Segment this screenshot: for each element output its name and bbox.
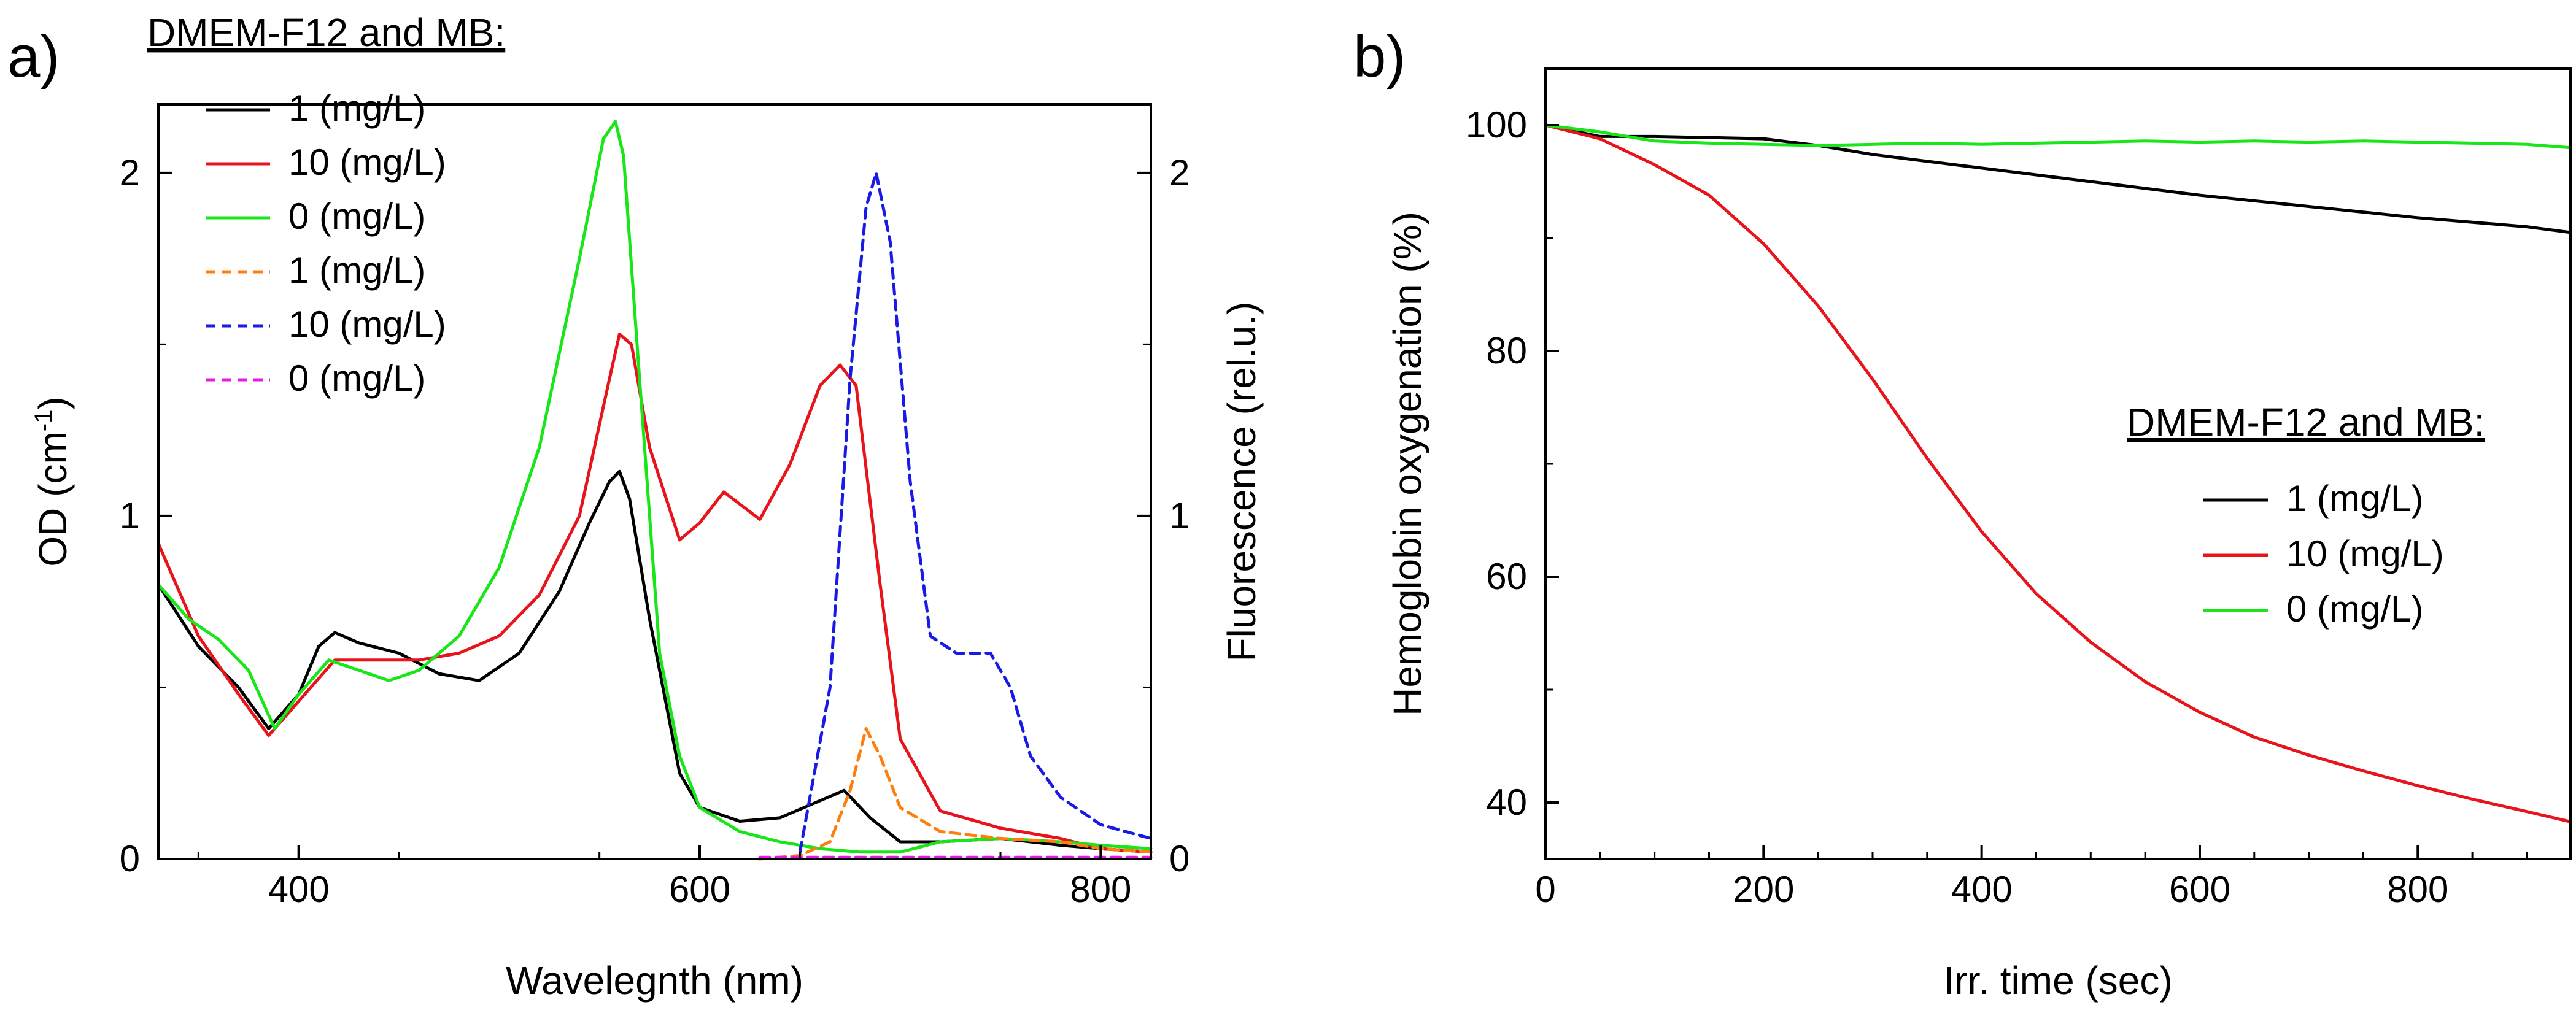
chart-a-x-tick-label: 800 bbox=[1070, 869, 1131, 910]
chart-a-x-axis-title: Wavelegnth (nm) bbox=[506, 958, 803, 1003]
chart-a-series-line-4 bbox=[798, 171, 1153, 854]
chart-a-y-title-superscript: -1 bbox=[30, 410, 57, 432]
chart-b-y-axis-title: Hemoglobin oxygenation (%) bbox=[1385, 212, 1429, 716]
chart-a-y-axis-title-right: Fluorescence (rel.u.) bbox=[1220, 302, 1264, 662]
chart-b-x-tick-label: 600 bbox=[2169, 869, 2230, 910]
chart-a-legend-title: DMEM-F12 and MB: bbox=[147, 10, 505, 55]
chart-b-x-tick-label: 0 bbox=[1535, 869, 1555, 910]
chart-a-legend: DMEM-F12 and MB: 1 (mg/L) 10 (mg/L) 0 (mg/… bbox=[147, 10, 505, 399]
chart-b-x-tick-label: 200 bbox=[1733, 869, 1794, 910]
chart-b-legend-label-0: 1 (mg/L) bbox=[2286, 478, 2423, 519]
chart-b-legend-title: DMEM-F12 and MB: bbox=[2127, 400, 2485, 444]
chart-a-legend-label-2: 0 (mg/L) bbox=[288, 196, 425, 237]
chart-b-legend: DMEM-F12 and MB: 1 (mg/L) 10 (mg/L) 0 (mg/… bbox=[2127, 400, 2485, 630]
panel-b-label: b) bbox=[1353, 24, 1406, 90]
chart-a-x-tick-label: 600 bbox=[669, 869, 730, 910]
chart-b-x-tick-label: 800 bbox=[2387, 869, 2448, 910]
chart-b-x-tick-label: 400 bbox=[1951, 869, 2013, 910]
chart-a-y-title-main: OD (cm bbox=[31, 431, 75, 566]
chart-a-series-line-2 bbox=[157, 120, 1153, 854]
chart-a-lines bbox=[157, 120, 1153, 861]
chart-a-legend-label-5: 0 (mg/L) bbox=[288, 358, 425, 399]
chart-b-lines bbox=[1544, 123, 2572, 823]
chart-b-series-line-1 bbox=[1544, 123, 2572, 823]
chart-a-series-line-3 bbox=[758, 727, 1153, 861]
chart-a-y-tick-label-left: 0 bbox=[120, 838, 140, 879]
chart-a-plot-frame bbox=[157, 103, 1152, 860]
chart-b-y-tick-label: 100 bbox=[1466, 104, 1527, 145]
chart-a-legend-label-4: 10 (mg/L) bbox=[288, 304, 446, 345]
chart-b-y-tick-label: 80 bbox=[1486, 330, 1527, 371]
chart-a-y-tick-label-right: 0 bbox=[1169, 838, 1189, 879]
chart-b-plot-frame bbox=[1544, 67, 2572, 860]
chart-a-ticks: 400 600 800 0 1 2 0 1 2 bbox=[120, 152, 1190, 910]
chart-a-y-tick-label-right: 2 bbox=[1169, 152, 1189, 193]
chart-a-legend-label-0: 1 (mg/L) bbox=[288, 88, 425, 129]
chart-a: 400 600 800 0 1 2 0 1 2 Wavelegnth (nm) OD (cm-1… bbox=[30, 10, 1264, 1003]
chart-b-y-tick-label: 60 bbox=[1486, 556, 1527, 597]
chart-a-series-line-0 bbox=[157, 469, 1153, 854]
chart-a-series-line-1 bbox=[157, 333, 1153, 854]
chart-b-legend-label-1: 10 (mg/L) bbox=[2286, 533, 2444, 574]
chart-b-legend-label-2: 0 (mg/L) bbox=[2286, 588, 2423, 630]
chart-b-series-line-0 bbox=[1544, 123, 2572, 234]
chart-b-series-line-2 bbox=[1544, 123, 2572, 150]
chart-a-x-tick-label: 400 bbox=[268, 869, 330, 910]
chart-b: 0 200 400 600 800 40 60 80 100 Irr. time (sec) H… bbox=[1385, 67, 2572, 1003]
chart-b-x-axis-title: Irr. time (sec) bbox=[1943, 958, 2172, 1003]
chart-a-y-tick-label-left: 1 bbox=[120, 495, 140, 536]
chart-a-y-tick-label-left: 2 bbox=[120, 152, 140, 193]
chart-a-legend-label-3: 1 (mg/L) bbox=[288, 250, 425, 291]
chart-a-y-tick-label-right: 1 bbox=[1169, 495, 1189, 536]
chart-a-y-title-end: ) bbox=[31, 396, 75, 409]
chart-b-y-tick-label: 40 bbox=[1486, 782, 1527, 823]
chart-a-y-axis-title-left: OD (cm-1) bbox=[30, 396, 75, 566]
chart-b-ticks: 0 200 400 600 800 40 60 80 100 bbox=[1466, 104, 2528, 910]
panel-a-label: a) bbox=[7, 24, 60, 90]
chart-a-legend-label-1: 10 (mg/L) bbox=[288, 142, 446, 183]
